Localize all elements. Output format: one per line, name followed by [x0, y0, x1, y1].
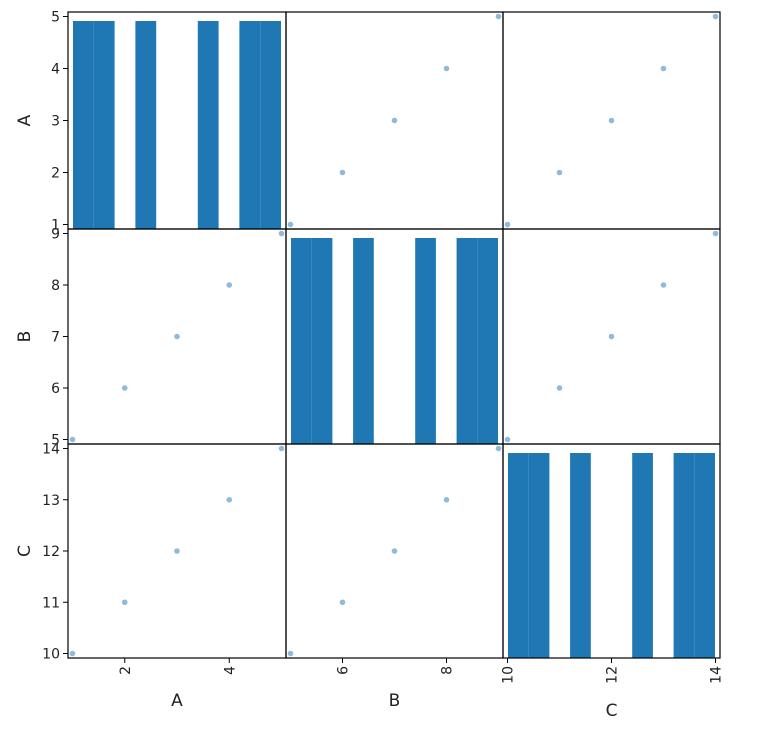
- y-tick-label-b-5: 5: [51, 433, 60, 449]
- scatter-point-cell-b-vs-a-3: [174, 333, 180, 340]
- scatter-point-cell-a-vs-c-5: [712, 13, 719, 20]
- y-tick-label-c-12: 12: [42, 544, 60, 560]
- y-axis-label-a: A: [15, 114, 35, 126]
- histogram-bar-a-10: [260, 21, 281, 229]
- histogram-bar-c-10: [694, 453, 715, 658]
- x-axis-label-c: C: [606, 701, 618, 721]
- histogram-bar-a-2: [93, 21, 115, 229]
- y-axis-label-c: C: [15, 545, 35, 557]
- scatter-point-cell-c-vs-a-5: [278, 445, 285, 452]
- y-tick-label-b-6: 6: [51, 381, 60, 397]
- y-tick-label-c-13: 13: [42, 493, 60, 509]
- y-tick-label-a-2: 2: [51, 166, 60, 182]
- scatter-point-cell-a-vs-c-3: [608, 117, 615, 124]
- scatter-point-cell-b-vs-a-5: [278, 230, 285, 237]
- histogram-bar-b-1: [291, 238, 312, 444]
- x-tick-label-b-8: 8: [440, 666, 456, 675]
- scatter-point-cell-c-vs-a-4: [226, 496, 233, 503]
- y-tick-label-b-8: 8: [51, 278, 60, 294]
- scatter-point-cell-a-vs-b-3: [391, 117, 398, 124]
- histogram-bar-a-1: [73, 21, 94, 229]
- histogram-bar-b-9: [456, 238, 478, 444]
- scatter-point-cell-c-vs-b-3: [391, 548, 398, 554]
- scatter-point-cell-b-vs-c-5: [712, 230, 719, 237]
- scatter-point-cell-c-vs-b-1: [287, 650, 294, 657]
- scatter-point-cell-c-vs-a-1: [69, 650, 76, 657]
- x-axis-label-a: A: [171, 691, 183, 711]
- scatter-point-cell-c-vs-b-4: [443, 496, 450, 503]
- histogram-bar-c-4: [570, 453, 591, 658]
- y-tick-label-c-14: 14: [42, 442, 60, 458]
- scatter-point-cell-a-vs-c-2: [556, 169, 563, 176]
- scatter-point-cell-b-vs-a-1: [69, 436, 76, 443]
- histogram-bar-b-7: [415, 238, 436, 444]
- scatter-point-cell-a-vs-b-4: [443, 65, 450, 72]
- histogram-bar-b-10: [477, 238, 498, 444]
- y-tick-label-a-4: 4: [51, 62, 60, 78]
- histogram-bar-c-7: [632, 453, 653, 658]
- scatter-point-cell-c-vs-b-2: [339, 599, 346, 606]
- y-tick-label-b-7: 7: [51, 330, 60, 346]
- histogram-bar-c-9: [673, 453, 695, 658]
- y-tick-label-c-11: 11: [42, 595, 60, 611]
- scatter-point-cell-b-vs-a-2: [121, 385, 128, 391]
- scatter-point-cell-c-vs-b-5: [495, 445, 502, 452]
- scatter-point-cell-b-vs-c-2: [556, 385, 563, 391]
- histogram-bar-b-2: [311, 238, 333, 444]
- y-axis-label-b: B: [15, 331, 35, 343]
- scatter-point-cell-a-vs-c-1: [504, 221, 511, 228]
- scatter-point-cell-a-vs-b-1: [287, 221, 294, 228]
- scatter-point-cell-a-vs-c-4: [660, 65, 667, 72]
- scatter-point-cell-a-vs-b-5: [495, 13, 502, 20]
- scatter-point-cell-b-vs-c-1: [504, 436, 511, 443]
- histogram-bar-b-4: [353, 238, 374, 444]
- histogram-bar-c-1: [508, 453, 529, 658]
- y-tick-label-a-1: 1: [51, 218, 60, 234]
- histogram-bar-c-2: [528, 453, 550, 658]
- x-tick-label-a-4: 4: [222, 666, 238, 675]
- x-axis-label-b: B: [389, 691, 401, 711]
- scatter-point-cell-b-vs-a-4: [226, 282, 233, 288]
- scatter-point-cell-b-vs-c-4: [660, 282, 667, 288]
- histogram-bar-a-7: [197, 21, 219, 229]
- x-tick-label-c-14: 14: [709, 666, 725, 684]
- scatter-point-cell-c-vs-a-3: [174, 548, 180, 554]
- histogram-bar-a-9: [239, 21, 261, 229]
- x-tick-label-b-6: 6: [336, 666, 352, 675]
- x-tick-label-c-10: 10: [501, 666, 517, 684]
- scatter-point-cell-a-vs-b-2: [339, 169, 346, 176]
- x-tick-label-a-2: 2: [118, 666, 134, 675]
- scatter-point-cell-b-vs-c-3: [608, 333, 615, 340]
- x-tick-label-c-12: 12: [605, 666, 621, 684]
- y-tick-label-a-3: 3: [51, 114, 60, 130]
- y-tick-label-b-9: 9: [51, 227, 60, 243]
- scatter-point-cell-c-vs-a-2: [121, 599, 128, 606]
- y-tick-label-c-10: 10: [42, 647, 60, 663]
- y-tick-label-a-5: 5: [51, 10, 60, 26]
- histogram-bar-a-4: [135, 21, 157, 229]
